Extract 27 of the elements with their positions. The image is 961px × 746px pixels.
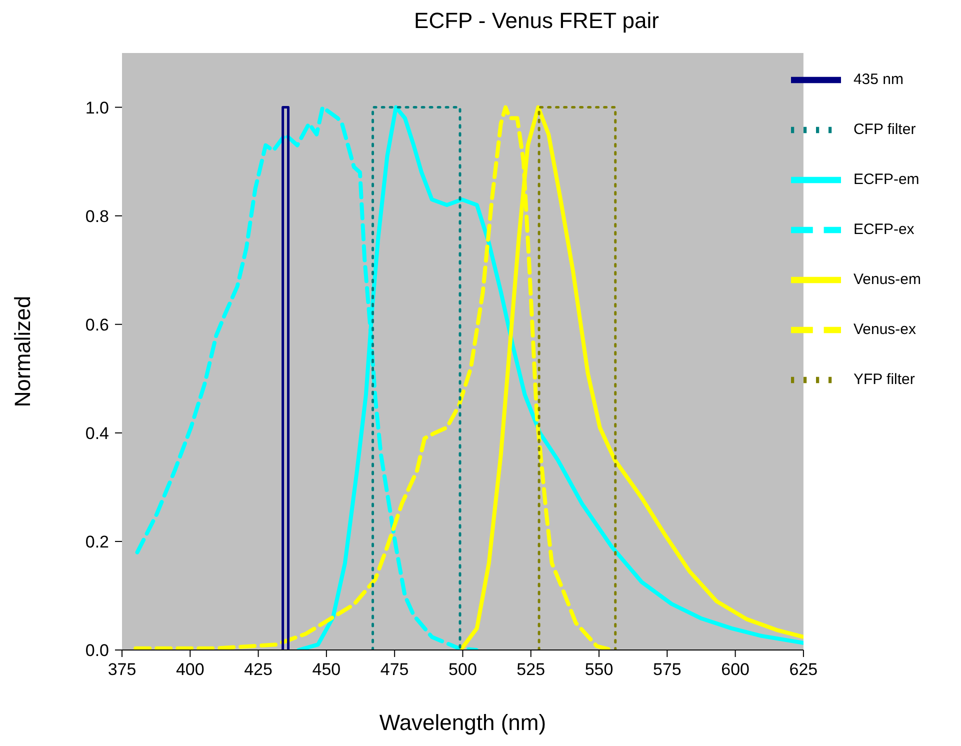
x-tick-label: 500 [448,660,477,680]
y-tick-label: 0.8 [85,206,109,226]
x-tick-label: 625 [789,660,818,680]
legend-label: ECFP-em [853,171,920,188]
y-tick-label: 0.0 [85,641,109,660]
chart-title: ECFP - Venus FRET pair [413,8,660,34]
x-tick-label: 525 [516,660,546,680]
x-tick-label: 475 [380,660,409,680]
legend-label: Venus-ex [853,321,916,338]
legend-label: 435 nm [853,71,904,88]
legend-label: CFP filter [853,121,916,138]
x-tick-label: 425 [244,660,272,680]
x-tick-label: 450 [312,660,341,680]
y-axis-title: Normalized [10,296,35,408]
y-tick-label: 0.2 [85,532,109,552]
x-axis-title: Wavelength (nm) [379,710,546,735]
x-tick-label: 575 [652,660,682,680]
legend-label: Venus-em [853,271,921,288]
x-tick-label: 375 [108,660,136,680]
y-tick-label: 1.0 [85,98,109,118]
legend-label: ECFP-ex [853,221,914,238]
x-tick-label: 400 [176,660,204,680]
legend-label: YFP filter [853,371,915,388]
x-tick-label: 600 [721,660,750,680]
y-tick-label: 0.4 [85,424,109,443]
y-tick-label: 0.6 [85,315,109,334]
x-tick-label: 550 [584,660,614,680]
